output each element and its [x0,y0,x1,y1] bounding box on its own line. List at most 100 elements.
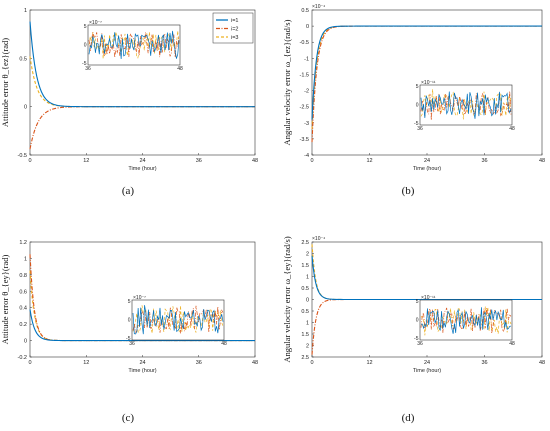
x-tick-label: 48 [252,158,258,164]
y-tick-label: 2 [306,252,309,258]
legend-entry: i=1 [231,18,239,24]
panel-label-b: (b) [401,185,415,197]
inset-exponent: ×10⁻⁷ [89,20,102,26]
x-axis-label: Time (hour) [128,368,156,374]
y-tick-label: 1.5 [301,263,309,269]
x-tick-label: 12 [83,158,89,164]
y-exponent: ×10⁻⁴ [312,236,325,242]
y-tick-label: 2.5 [301,355,309,361]
inset-x-tick-label: 36 [85,66,91,72]
inset-y-tick-label: 0 [416,318,419,324]
x-tick-label: 0 [28,158,31,164]
inset-noise-line [132,305,224,334]
y-axis-label: Angular velocity error ω_{ez}(rad/s) [282,19,292,145]
inset-plot: ×10⁻¹¹5 0 -536 48 [414,80,515,132]
y-tick-label: 0.6 [19,289,27,295]
inset-exponent: ×10⁻⁷ [133,295,146,301]
x-axis-label: Time (hour) [413,368,441,374]
inset-exponent: ×10⁻¹¹ [421,80,436,86]
inset-noise-line [420,91,512,119]
y-tick-label: 0 [24,105,27,111]
x-tick-label: 12 [83,360,89,366]
y-tick-label: 0 [306,24,309,30]
inset-x-tick-label: 36 [417,341,423,347]
inset-noise-line [420,307,512,334]
y-tick-label: 1 [306,321,309,327]
y-tick-label: 0.2 [19,322,27,328]
x-tick-label: 0 [310,360,313,366]
y-tick-label: 1 [24,8,27,14]
inset-noise-line [132,305,224,335]
y-tick-label: 1.2 [19,240,27,246]
y-tick-label: 0 [24,339,27,345]
y-tick-label: -0.2 [18,355,27,361]
y-tick-label: 0.5 [301,309,309,315]
panel-label-d: (d) [401,412,415,424]
series-line-i1 [29,21,255,108]
x-tick-label: 24 [424,360,430,366]
inset-x-tick-label: 36 [129,341,135,347]
chart-panel-4: 0 12 24 36 482.521.510.500.511.522.5×10⁻⁴Tim… [282,236,545,374]
x-tick-label: 24 [139,360,145,366]
x-axis-label: Time (hour) [128,166,156,172]
y-axis-label: Attitude error θ_{ez}(rad) [0,38,10,127]
x-tick-label: 0 [310,158,313,164]
y-tick-label: -0.5 [18,153,27,159]
y-tick-label: 2 [306,344,309,350]
y-tick-label: -1 [304,56,309,62]
inset-x-tick-label: 48 [177,66,183,72]
y-axis-label: Attitude error θ_{ey}(rad) [0,255,10,345]
x-tick-label: 24 [139,158,145,164]
legend-entry: i=3 [231,35,239,41]
y-tick-label: -2 [304,89,309,95]
x-tick-label: 0 [28,360,31,366]
x-tick-label: 12 [366,360,372,366]
inset-y-tick-label: -5 [414,336,419,342]
inset-y-tick-label: 5 [128,299,131,305]
y-tick-label: 0.5 [301,286,309,292]
y-tick-label: -3 [304,121,309,127]
y-exponent: ×10⁻⁴ [312,4,325,10]
inset-exponent: ×10⁻¹¹ [421,295,436,301]
inset-plot: ×10⁻⁷5 0 -536 48 [126,295,227,347]
inset-y-tick-label: 5 [84,24,87,30]
panel-label-a: (a) [121,185,135,197]
y-tick-label: -0.5 [300,40,309,46]
inset-plot: ×10⁻¹¹5 0 -536 48 [414,295,515,347]
inset-y-tick-label: 0 [128,318,131,324]
y-tick-label: -4 [304,153,309,159]
y-tick-label: 1.5 [301,332,309,338]
inset-noise-line [132,305,224,334]
series-line-i1 [311,25,542,120]
inset-noise-line [88,32,180,58]
inset-x-tick-label: 48 [509,341,515,347]
x-tick-label: 24 [424,158,430,164]
series-line-i2 [29,106,255,150]
x-tick-label: 12 [366,158,372,164]
y-tick-label: 1 [306,275,309,281]
series-line-i1 [311,255,542,301]
inset-y-tick-label: 0 [84,43,87,49]
inset-y-tick-label: -5 [414,121,419,127]
x-tick-label: 36 [196,158,202,164]
y-tick-label: 1 [24,256,27,262]
y-tick-label: 0 [306,298,309,304]
x-tick-label: 48 [252,360,258,366]
x-axis-label: Time (hour) [413,166,441,172]
y-tick-label: 0.5 [19,56,27,62]
x-tick-label: 36 [481,158,487,164]
inset-x-tick-label: 36 [417,126,423,132]
y-axis-label: Angular velocity error ω_{ey}(rad/s) [282,236,292,363]
y-tick-label: -1.5 [300,72,309,78]
y-tick-label: -3.5 [300,137,309,143]
legend-entry: i=2 [231,27,239,33]
y-tick-label: -2.5 [300,105,309,111]
x-tick-label: 48 [539,360,545,366]
y-tick-label: 0.4 [19,306,27,312]
inset-y-tick-label: 0 [416,103,419,109]
inset-noise-line [420,306,512,336]
inset-y-tick-label: -5 [126,336,131,342]
